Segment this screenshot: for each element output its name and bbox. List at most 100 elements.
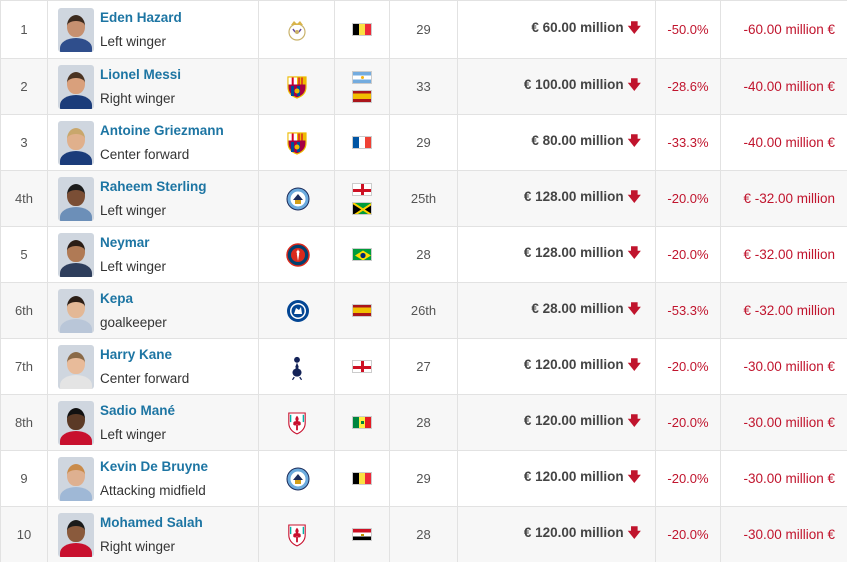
fc-barcelona-crest-icon[interactable] — [286, 131, 308, 155]
player-name-link[interactable]: Sadio Mané — [100, 402, 176, 418]
club-cell — [258, 394, 335, 451]
liverpool-crest-icon[interactable] — [286, 411, 308, 435]
rank-label: 9 — [20, 471, 28, 486]
value-difference-label: -60.00 million € — [743, 22, 835, 37]
rank-label: 5 — [20, 247, 28, 262]
player-avatar[interactable] — [58, 64, 94, 109]
rank-cell: 1 — [0, 0, 48, 59]
player-avatar[interactable] — [58, 344, 94, 389]
player-info: Harry Kane Center forward — [58, 344, 258, 389]
player-position: Attacking midfield — [100, 482, 206, 498]
chelsea-crest-icon[interactable] — [286, 299, 309, 323]
market-value-cell: € 80.00 million 🡇 — [457, 114, 656, 171]
value-difference-label: -30.00 million € — [743, 415, 835, 430]
player-info: Mohamed Salah Right winger — [58, 512, 258, 557]
club-cell — [258, 282, 335, 339]
nationality-flags — [335, 416, 389, 429]
player-name-link[interactable]: Harry Kane — [100, 346, 173, 362]
player-name-link[interactable]: Neymar — [100, 234, 150, 250]
percent-change-cell: -20.0% — [655, 506, 721, 562]
age-label: 27 — [416, 359, 431, 374]
table-row: 6th Kepa goalkeeper 26th € 28.00 million… — [0, 282, 847, 339]
arrow-down-icon: 🡇 — [627, 244, 641, 260]
player-position: goalkeeper — [100, 314, 167, 330]
value-difference-label: € -32.00 million — [743, 247, 835, 262]
player-position: Left winger — [100, 202, 167, 218]
value-difference-cell: -30.00 million € — [720, 506, 847, 562]
player-name-link[interactable]: Eden Hazard — [100, 9, 182, 25]
rank-cell: 5 — [0, 226, 48, 283]
age-cell: 26th — [389, 282, 458, 339]
percent-change-cell: -53.3% — [655, 282, 721, 339]
nationality-flags — [335, 304, 389, 317]
table-row: 3 Antoine Griezmann Center forward 29 € … — [0, 114, 847, 171]
club-cell — [258, 0, 335, 59]
tottenham-crest-icon[interactable] — [286, 355, 308, 380]
age-cell: 29 — [389, 114, 458, 171]
market-value-cell: € 100.00 million 🡇 — [457, 58, 656, 115]
player-avatar[interactable] — [58, 120, 94, 165]
rank-label: 8th — [14, 415, 34, 430]
value-difference-label: -30.00 million € — [743, 359, 835, 374]
nationality-cell — [334, 282, 390, 339]
player-name-link[interactable]: Kepa — [100, 290, 134, 306]
percent-change-cell: -20.0% — [655, 338, 721, 395]
player-text: Mohamed Salah Right winger — [100, 514, 203, 556]
fc-barcelona-crest-icon[interactable] — [286, 75, 308, 99]
player-name-link[interactable]: Lionel Messi — [100, 66, 182, 82]
player-name-link[interactable]: Raheem Sterling — [100, 178, 207, 194]
psg-crest-icon[interactable] — [285, 242, 310, 267]
rank-cell: 9 — [0, 450, 48, 507]
player-avatar[interactable] — [58, 400, 94, 445]
rank-cell: 10 — [0, 506, 48, 562]
percent-change-label: -20.0% — [667, 247, 709, 262]
nationality-flags — [335, 472, 389, 485]
player-avatar[interactable] — [58, 176, 94, 221]
player-avatar[interactable] — [58, 232, 94, 277]
table-row: 9 Kevin De Bruyne Attacking midfield 29 … — [0, 450, 847, 507]
player-cell: Sadio Mané Left winger — [47, 394, 259, 451]
liverpool-crest-icon[interactable] — [286, 523, 308, 547]
age-label: 25th — [410, 191, 437, 206]
player-avatar[interactable] — [58, 7, 94, 52]
manchester-city-crest-icon[interactable] — [286, 467, 309, 491]
france-flag-icon — [352, 136, 372, 149]
arrow-down-icon: 🡇 — [627, 132, 641, 148]
player-avatar[interactable] — [58, 288, 94, 333]
arrow-down-icon: 🡇 — [627, 468, 641, 484]
market-value-cell: € 128.00 million 🡇 — [457, 170, 656, 227]
market-value-cell: € 120.00 million 🡇 — [457, 506, 656, 562]
table-row: 7th Harry Kane Center forward 27 € 120.0… — [0, 338, 847, 395]
player-name-link[interactable]: Kevin De Bruyne — [100, 458, 209, 474]
real-madrid-crest-icon[interactable] — [286, 18, 308, 42]
rank-cell: 6th — [0, 282, 48, 339]
value-difference-label: € -32.00 million — [743, 303, 835, 318]
player-info: Antoine Griezmann Center forward — [58, 120, 258, 165]
table-row: 1 Eden Hazard Left winger 29 € 60.00 mil… — [0, 0, 847, 59]
player-name-link[interactable]: Mohamed Salah — [100, 514, 203, 530]
manchester-city-crest-icon[interactable] — [286, 187, 309, 211]
arrow-down-icon: 🡇 — [627, 76, 641, 92]
spain-flag-icon — [352, 89, 372, 103]
spain-flag-icon — [352, 304, 372, 317]
player-text: Eden Hazard Left winger — [100, 9, 182, 51]
player-info: Neymar Left winger — [58, 232, 258, 277]
player-name-link[interactable]: Antoine Griezmann — [100, 122, 224, 138]
player-cell: Harry Kane Center forward — [47, 338, 259, 395]
age-label: 26th — [410, 303, 437, 318]
egypt-flag-icon — [352, 528, 372, 541]
market-value-label: € 120.00 million — [523, 356, 624, 372]
player-avatar[interactable] — [58, 512, 94, 557]
age-label: 28 — [416, 527, 431, 542]
player-text: Sadio Mané Left winger — [100, 402, 175, 444]
belgium-flag-icon — [352, 23, 372, 36]
player-position: Center forward — [100, 146, 190, 162]
value-difference-cell: -40.00 million € — [720, 58, 847, 115]
age-cell: 28 — [389, 226, 458, 283]
player-cell: Kepa goalkeeper — [47, 282, 259, 339]
arrow-down-icon: 🡇 — [627, 300, 641, 316]
market-value-label: € 128.00 million — [523, 244, 624, 260]
market-value-cell: € 120.00 million 🡇 — [457, 450, 656, 507]
age-cell: 25th — [389, 170, 458, 227]
player-avatar[interactable] — [58, 456, 94, 501]
